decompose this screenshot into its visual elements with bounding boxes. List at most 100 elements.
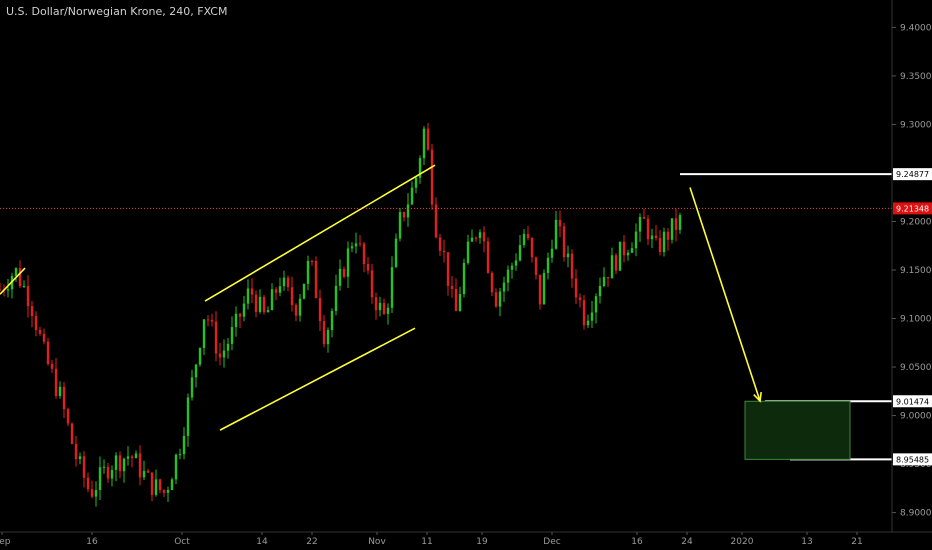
candle-body <box>258 296 262 312</box>
candle-body <box>474 237 478 239</box>
candle-body <box>214 321 218 354</box>
candle-body <box>170 479 174 491</box>
candle-body <box>654 235 658 238</box>
channel-lower-line <box>219 327 416 431</box>
candle-body <box>198 348 202 365</box>
candle-body <box>322 321 326 345</box>
candle-body <box>510 265 514 270</box>
candle-body <box>174 454 178 480</box>
candle-body <box>538 274 542 305</box>
candle-body <box>206 319 210 321</box>
candle-body <box>122 458 126 472</box>
candle-body <box>66 409 70 424</box>
candle-body <box>98 467 102 491</box>
x-tick-label: 22 <box>306 537 317 547</box>
candle-body <box>150 472 154 495</box>
candle-body <box>554 219 558 249</box>
candle-body <box>578 297 582 301</box>
candle-body <box>166 490 170 493</box>
y-tick-label: 9.40000 <box>900 23 932 33</box>
candle-body <box>238 313 242 317</box>
candle-body <box>190 377 194 398</box>
candle-body <box>126 456 130 459</box>
level-label: 8.95485 <box>896 455 929 464</box>
candle-body <box>390 267 394 308</box>
candle-body <box>626 252 630 256</box>
candle-body <box>242 303 246 317</box>
candle-body <box>142 470 146 478</box>
candle-body <box>210 319 214 322</box>
x-tick-label: 19 <box>476 537 488 547</box>
candle-body <box>562 226 566 258</box>
candle-body <box>502 282 506 292</box>
candle-body <box>530 237 534 258</box>
candle-body <box>130 456 134 459</box>
candle-body <box>378 302 382 311</box>
candle-body <box>546 257 550 273</box>
candle-body <box>346 248 350 277</box>
candle-body <box>482 232 486 242</box>
candle-body <box>594 296 598 313</box>
prior-trend-line <box>0 267 26 295</box>
y-tick-label: 9.10000 <box>900 315 932 325</box>
candle-body <box>434 204 438 238</box>
candle-body <box>38 329 42 334</box>
candle-body <box>430 149 434 205</box>
candle-body <box>18 268 22 287</box>
candle-body <box>518 245 522 261</box>
candle-body <box>294 305 298 316</box>
candle-body <box>310 260 314 262</box>
annotations <box>0 164 892 461</box>
candle-body <box>522 233 526 246</box>
candle-body <box>470 237 474 242</box>
candle-body <box>622 241 626 256</box>
candle-body <box>354 243 358 247</box>
x-tick-label: Oct <box>174 537 190 547</box>
candle-body <box>70 423 74 444</box>
candle-body <box>646 218 650 240</box>
x-tick-label: 13 <box>801 537 812 547</box>
current-price-badge <box>893 202 932 215</box>
y-tick-label: 9.05000 <box>900 363 932 373</box>
candle-body <box>246 288 250 304</box>
candle-body <box>314 260 318 299</box>
candle-body <box>102 466 106 468</box>
candle-body <box>30 306 34 317</box>
candle-body <box>74 443 78 460</box>
level-badge <box>893 168 932 181</box>
candle-body <box>358 243 362 245</box>
candle-body <box>46 341 50 364</box>
candle-body <box>402 212 406 218</box>
candle-body <box>270 289 274 311</box>
candle-body <box>318 298 322 322</box>
candle-body <box>78 456 82 460</box>
y-tick-label: 9.30000 <box>900 120 932 130</box>
candle-body <box>590 312 594 321</box>
candle-body <box>610 255 614 279</box>
x-tick-label: 14 <box>256 537 268 547</box>
candle-body <box>34 316 38 330</box>
candle-body <box>158 479 162 491</box>
candle-body <box>574 278 578 298</box>
candle-body <box>274 289 278 293</box>
x-tick-label: Dec <box>543 537 560 547</box>
y-tick-label: 9.35000 <box>900 72 932 82</box>
candle-body <box>438 237 442 251</box>
candle-body <box>26 286 30 307</box>
candle-body <box>566 253 570 258</box>
candle-body <box>146 470 150 473</box>
candle-body <box>394 238 398 268</box>
candle-body <box>90 489 94 497</box>
candle-body <box>398 212 402 239</box>
candle-body <box>298 298 302 316</box>
candle-body <box>658 237 662 252</box>
candle-body <box>286 277 290 288</box>
candle-body <box>454 289 458 311</box>
candle-body <box>426 128 430 150</box>
candle-body <box>86 477 90 490</box>
candle-body <box>330 310 334 331</box>
candle-body <box>526 233 530 238</box>
candle-body <box>342 268 346 277</box>
